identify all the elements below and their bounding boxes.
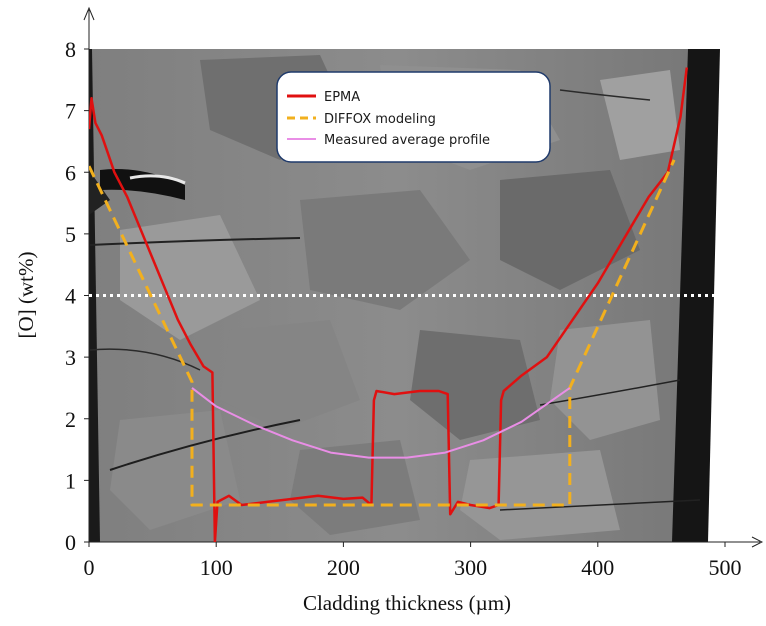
y-tick-label: 3: [65, 345, 76, 370]
legend-label-epma: EPMA: [324, 90, 360, 105]
legend-label-average: Measured average profile: [324, 133, 490, 148]
series-group: [89, 67, 689, 542]
x-axis-arrow: [751, 536, 764, 548]
x-tick-label: 500: [709, 555, 742, 580]
y-tick-label: 6: [65, 160, 76, 185]
y-tick-label: 1: [65, 468, 76, 493]
y-tick-label: 8: [65, 37, 76, 62]
y-tick-label: 7: [65, 99, 76, 124]
y-tick-label: 2: [65, 407, 76, 432]
y-tick-label: 5: [65, 222, 76, 247]
y-tick-label: 4: [65, 284, 76, 309]
x-axis-title: Cladding thickness (µm): [303, 591, 511, 615]
legend-label-diffox: DIFFOX modeling: [324, 112, 436, 127]
axes: [83, 6, 764, 548]
series-line-measured-average-profile: [191, 387, 571, 459]
series-line-epma: [89, 67, 689, 542]
x-tick-label: 400: [581, 555, 614, 580]
y-axis-title: [O] (wt%): [14, 252, 38, 339]
y-axis-arrow: [83, 6, 95, 21]
ticks: 0 100 200 300 400 500 0 1 2 3 4 5 6 7 8: [65, 37, 742, 580]
x-tick-label: 300: [454, 555, 487, 580]
legend: EPMA DIFFOX modeling Measured average pr…: [276, 71, 551, 163]
x-tick-label: 200: [327, 555, 360, 580]
y-tick-label: 0: [65, 530, 76, 555]
series-line-diffox-modeling: [89, 159, 676, 507]
legend-box: [276, 71, 551, 163]
x-tick-label: 0: [84, 555, 95, 580]
x-tick-label: 100: [200, 555, 233, 580]
